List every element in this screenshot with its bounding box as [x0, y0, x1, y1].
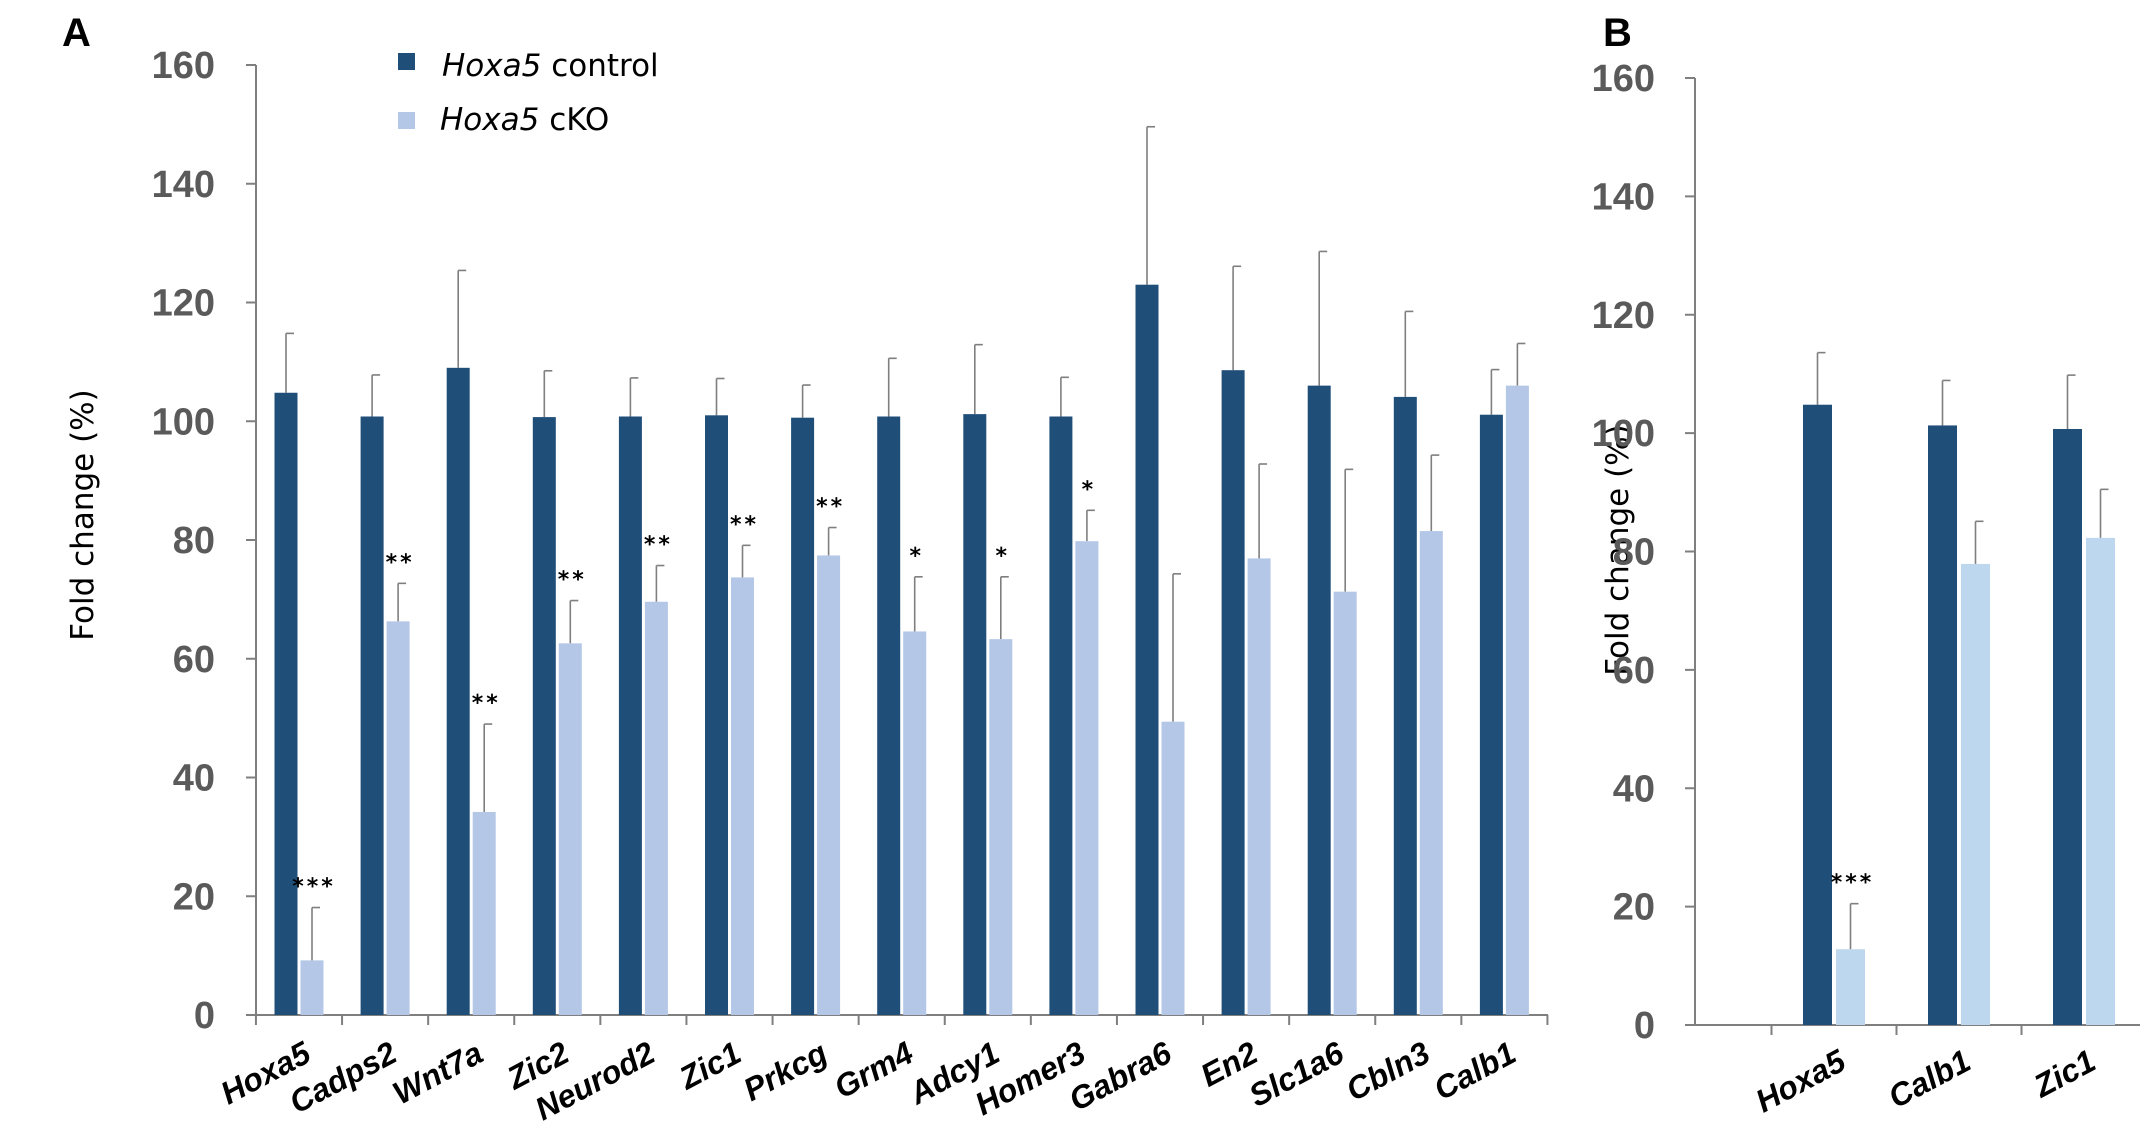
- category-label-cbln3: Cbln3: [1340, 1034, 1436, 1108]
- bar-control-cbln3: [1393, 396, 1417, 1015]
- legend-cko-gene: Hoxa5: [440, 102, 539, 138]
- bar-control-slc1a6: [1307, 385, 1331, 1015]
- category-label-wnt7a: Wnt7a: [387, 1034, 489, 1111]
- bar-cko-neurod2: [644, 601, 668, 1015]
- bar-control-wnt7a: [446, 367, 470, 1015]
- category-label-zic1: Zic1: [672, 1034, 746, 1096]
- significance-adcy1: *: [996, 544, 1011, 569]
- bar-control-gabra6: [1135, 284, 1159, 1015]
- panel-b-letter: B: [1603, 11, 1632, 55]
- bar-cko-cbln3: [1419, 531, 1443, 1015]
- bar-cko-prkcg: [817, 555, 841, 1015]
- panel-a-y-tick-label: 40: [173, 758, 215, 800]
- bar-cko-hoxa5: [300, 960, 324, 1015]
- legend-control-gene: Hoxa5: [442, 48, 541, 84]
- bar-control-calb1: [1479, 414, 1503, 1015]
- bar-control-adcy1: [963, 414, 987, 1015]
- bar-cko-cadps2: [386, 621, 410, 1015]
- panel-a-y-axis-title: Fold change (%): [65, 389, 101, 640]
- panel-b-y-tick-label: 100: [1592, 413, 1655, 455]
- panel-b-y-tick-label: 0: [1634, 1005, 1655, 1047]
- bar-cko-grm4: [903, 631, 927, 1015]
- legend: Hoxa5 control Hoxa5 cKO: [398, 48, 659, 138]
- panel-a-y-tick-label: 160: [152, 45, 215, 87]
- panel-a-y-tick-label: 140: [152, 164, 215, 206]
- panel-a-y-tick-label: 100: [152, 401, 215, 443]
- bar-cko-slc1a6: [1333, 591, 1357, 1015]
- panel-b-chart: 0 20 40 60 80 100 120 140 160 *** Hoxa5 Calb1 Zic1: [1592, 58, 2140, 1119]
- panel-a-y-tick-label: 60: [173, 639, 215, 681]
- bar-control-zic1: [2053, 428, 2082, 1025]
- bar-cko-calb1: [1505, 385, 1529, 1015]
- legend-control-swatch: [398, 53, 415, 70]
- category-label-calb1: Calb1: [1428, 1034, 1522, 1107]
- bar-cko-zic1: [731, 577, 754, 1015]
- panel-a-y-tick-label: 20: [173, 876, 215, 918]
- legend-cko-label: Hoxa5 cKO: [440, 102, 609, 138]
- panel-b-y-tick-label: 80: [1613, 532, 1655, 574]
- panel-b-y-tick-label: 160: [1592, 58, 1655, 100]
- bar-cko-calb1: [1961, 563, 1990, 1025]
- significance-hoxa5: ***: [1831, 871, 1875, 896]
- category-label-prkcg: Prkcg: [737, 1034, 832, 1108]
- legend-control-text: control: [541, 48, 658, 84]
- bar-control-zic2: [532, 417, 556, 1015]
- significance-neurod2: **: [644, 533, 673, 558]
- significance-cadps2: **: [386, 550, 415, 575]
- bar-control-neurod2: [618, 416, 642, 1015]
- panel-a-y-tick-label: 0: [194, 995, 215, 1037]
- bar-control-hoxa5: [1803, 404, 1832, 1026]
- significance-homer3: *: [1082, 477, 1097, 502]
- category-label-hoxa5: Hoxa5: [1750, 1042, 1853, 1119]
- bar-cko-adcy1: [989, 639, 1013, 1015]
- legend-control-label: Hoxa5 control: [442, 48, 659, 84]
- legend-cko-swatch: [398, 112, 415, 129]
- significance-wnt7a: **: [472, 691, 501, 716]
- bar-control-hoxa5: [274, 392, 298, 1015]
- category-label-calb1: Calb1: [1882, 1042, 1976, 1115]
- panel-a-y-tick-label: 120: [152, 283, 215, 325]
- panel-a-chart: 020406080100120140160***Hoxa5**Cadps2**W…: [152, 45, 1549, 1127]
- bar-cko-hoxa5: [1836, 949, 1865, 1025]
- bar-cko-gabra6: [1161, 721, 1185, 1015]
- bar-control-en2: [1221, 370, 1245, 1015]
- panel-b-y-axis-title: Fold change (%): [1600, 424, 1636, 675]
- significance-zic2: **: [558, 568, 587, 593]
- significance-hoxa5: ***: [292, 875, 336, 900]
- significance-zic1: **: [730, 512, 759, 537]
- panel-b-y-tick-label: 120: [1592, 295, 1655, 337]
- panel-b-y-tick-label: 60: [1613, 650, 1655, 692]
- significance-prkcg: **: [816, 495, 845, 520]
- bar-control-grm4: [877, 416, 901, 1015]
- bar-cko-en2: [1247, 558, 1271, 1015]
- bar-cko-zic1: [2086, 537, 2115, 1025]
- significance-grm4: *: [909, 544, 924, 569]
- panel-a-letter: A: [62, 11, 91, 55]
- panel-b-y-tick-label: 40: [1613, 768, 1655, 810]
- panel-a-y-tick-label: 80: [173, 520, 215, 562]
- bar-cko-wnt7a: [472, 811, 496, 1015]
- panel-b-y-tick-label: 140: [1592, 176, 1655, 218]
- panel-b-y-tick-label: 20: [1613, 887, 1655, 929]
- category-label-grm4: Grm4: [828, 1034, 919, 1105]
- bar-control-cadps2: [360, 416, 384, 1015]
- bar-control-homer3: [1049, 416, 1073, 1015]
- bar-control-zic1: [705, 415, 728, 1015]
- bar-control-calb1: [1928, 425, 1957, 1025]
- bar-cko-zic2: [558, 643, 582, 1015]
- bar-control-prkcg: [791, 417, 815, 1015]
- category-label-zic1: Zic1: [2027, 1042, 2101, 1104]
- bar-cko-homer3: [1075, 541, 1099, 1015]
- legend-cko-text: cKO: [539, 102, 609, 138]
- category-label-slc1a6: Slc1a6: [1243, 1034, 1350, 1113]
